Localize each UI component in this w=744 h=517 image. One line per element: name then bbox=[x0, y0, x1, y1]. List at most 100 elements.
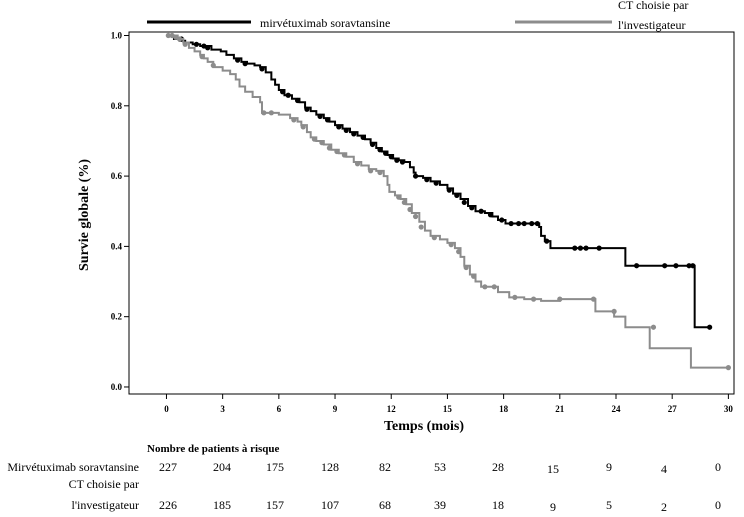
censor-mark-0 bbox=[193, 41, 200, 47]
risk-cell: 157 bbox=[266, 498, 284, 512]
x-tick-label: 3 bbox=[220, 404, 225, 414]
risk-cell: 82 bbox=[379, 460, 391, 474]
x-tick-label: 12 bbox=[387, 404, 397, 414]
risk-cell: 2 bbox=[661, 500, 667, 514]
censor-mark-0 bbox=[399, 159, 406, 165]
censor-mark-1 bbox=[210, 62, 216, 68]
censor-mark-0 bbox=[351, 131, 357, 137]
censor-mark-0 bbox=[686, 263, 692, 269]
risk-cell: 107 bbox=[321, 498, 339, 512]
censor-mark-1 bbox=[471, 273, 477, 279]
censor-mark-1 bbox=[268, 110, 274, 116]
risk-row-label: Mirvétuximab soravtansine bbox=[7, 460, 139, 474]
risk-cell: 39 bbox=[434, 498, 446, 512]
censor-mark-0 bbox=[534, 220, 540, 227]
x-axis-label: Temps (mois) bbox=[384, 419, 464, 434]
censor-mark-1 bbox=[311, 136, 318, 142]
censor-mark-1 bbox=[199, 54, 205, 60]
censor-mark-0 bbox=[461, 199, 467, 206]
y-tick-label: 0.2 bbox=[111, 312, 123, 322]
censor-mark-1 bbox=[401, 199, 407, 206]
x-tick-label: 15 bbox=[443, 404, 453, 414]
y-axis-label: Survie globale (%) bbox=[77, 159, 92, 271]
censor-mark-1 bbox=[165, 32, 171, 39]
censor-mark-0 bbox=[521, 220, 527, 227]
censor-mark-1 bbox=[326, 145, 333, 151]
censor-mark-0 bbox=[285, 92, 291, 98]
censor-mark-0 bbox=[394, 157, 400, 163]
censor-mark-1 bbox=[341, 152, 348, 158]
x-tick-label: 24 bbox=[611, 404, 621, 414]
risk-cell: 28 bbox=[492, 460, 504, 474]
censor-mark-0 bbox=[324, 117, 331, 123]
censor-mark-1 bbox=[412, 213, 419, 220]
censor-mark-1 bbox=[725, 365, 731, 371]
censor-mark-1 bbox=[354, 161, 361, 167]
risk-cell: 175 bbox=[266, 460, 284, 474]
series-line-1 bbox=[166, 34, 729, 369]
censor-mark-1 bbox=[456, 249, 462, 255]
censor-mark-0 bbox=[279, 89, 286, 95]
censor-mark-1 bbox=[611, 308, 617, 315]
censor-mark-1 bbox=[300, 124, 306, 130]
censor-mark-0 bbox=[446, 187, 452, 193]
censor-mark-0 bbox=[205, 45, 211, 51]
risk-cell: 227 bbox=[159, 460, 177, 474]
survival-curves bbox=[165, 32, 731, 371]
x-tick-label: 27 bbox=[668, 404, 678, 414]
censor-mark-1 bbox=[431, 235, 437, 241]
risk-cell: 128 bbox=[321, 460, 339, 474]
censor-mark-0 bbox=[294, 97, 301, 104]
legend: mirvétuximab soravtansine CT choisie par l… bbox=[147, 0, 688, 32]
censor-mark-0 bbox=[454, 192, 460, 199]
censor-mark-0 bbox=[508, 220, 514, 227]
x-tick-label: 6 bbox=[277, 404, 282, 414]
censor-mark-0 bbox=[515, 220, 522, 227]
risk-cell: 9 bbox=[550, 500, 556, 514]
censor-mark-0 bbox=[360, 134, 366, 141]
censor-mark-0 bbox=[259, 66, 265, 72]
censor-mark-0 bbox=[424, 177, 430, 183]
y-tick-label: 0.6 bbox=[111, 171, 123, 181]
x-tick-label: 18 bbox=[499, 404, 509, 414]
censor-mark-1 bbox=[182, 41, 188, 47]
censor-mark-1 bbox=[176, 36, 183, 42]
censor-mark-0 bbox=[343, 127, 349, 134]
censor-mark-1 bbox=[530, 296, 537, 302]
x-tick-label: 9 bbox=[333, 404, 338, 414]
censor-mark-0 bbox=[369, 141, 376, 148]
censor-mark-0 bbox=[596, 245, 602, 251]
censor-mark-1 bbox=[491, 284, 497, 290]
censor-mark-0 bbox=[383, 150, 389, 156]
risk-cell: 9 bbox=[606, 460, 612, 474]
censor-mark-0 bbox=[235, 57, 241, 63]
risk-table-title: Nombre de patients à risque bbox=[147, 443, 280, 455]
censor-mark-1 bbox=[418, 224, 424, 230]
censor-mark-0 bbox=[304, 106, 310, 112]
censor-mark-1 bbox=[377, 169, 383, 176]
censor-mark-0 bbox=[583, 245, 589, 251]
censor-mark-0 bbox=[478, 208, 484, 214]
y-tick-label: 0.4 bbox=[111, 241, 123, 251]
risk-cell: 0 bbox=[715, 460, 721, 474]
censor-mark-0 bbox=[469, 205, 475, 211]
censor-mark-0 bbox=[662, 263, 668, 269]
censor-mark-1 bbox=[590, 296, 597, 302]
risk-row-label: l'investigateur bbox=[72, 498, 139, 512]
censor-mark-1 bbox=[650, 324, 657, 330]
y-tick-label: 0.8 bbox=[111, 101, 123, 111]
censor-mark-1 bbox=[334, 148, 340, 155]
censor-mark-0 bbox=[634, 263, 640, 269]
risk-cell: 0 bbox=[715, 498, 721, 512]
censor-mark-1 bbox=[463, 264, 469, 271]
censor-mark-1 bbox=[557, 296, 563, 302]
x-tick-label: 0 bbox=[164, 404, 169, 414]
censor-mark-0 bbox=[388, 154, 394, 160]
censor-mark-0 bbox=[707, 324, 713, 330]
censor-mark-1 bbox=[291, 117, 297, 123]
censor-mark-1 bbox=[368, 168, 374, 174]
risk-cell: 204 bbox=[213, 460, 231, 474]
risk-cell: 5 bbox=[606, 498, 612, 512]
risk-cell: 68 bbox=[379, 498, 391, 512]
